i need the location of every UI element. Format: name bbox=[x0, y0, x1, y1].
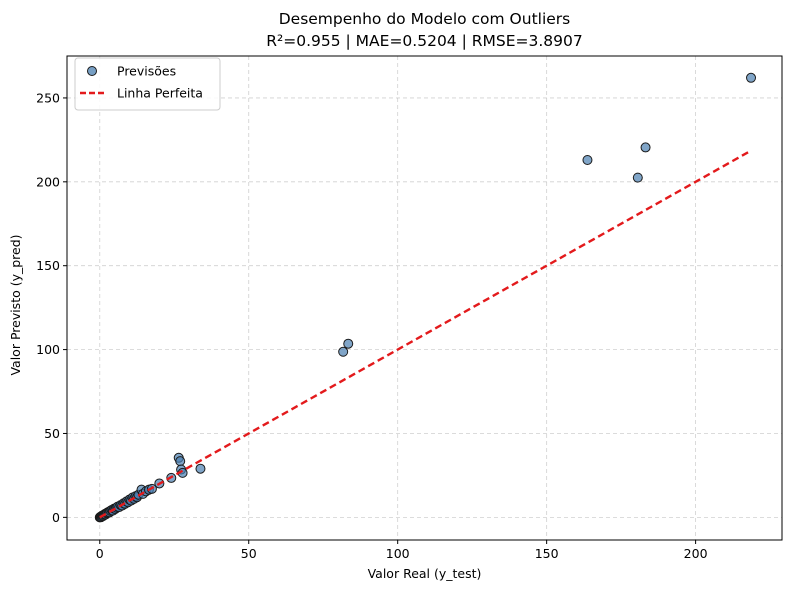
x-tick-label: 100 bbox=[386, 546, 410, 561]
x-tick-label: 0 bbox=[96, 546, 104, 561]
y-tick-label: 150 bbox=[36, 258, 60, 273]
perfect-line-series bbox=[99, 149, 752, 519]
legend-box bbox=[74, 57, 221, 111]
data-point bbox=[582, 155, 593, 166]
y-axis-label: Valor Previsto (y_pred) bbox=[8, 234, 23, 375]
plot-frame bbox=[66, 55, 783, 541]
chart-title: Desempenho do Modelo com Outliers bbox=[279, 10, 571, 28]
grid bbox=[67, 56, 782, 540]
data-point bbox=[175, 456, 186, 467]
legend-label-predictions: Previsões bbox=[117, 64, 176, 79]
x-tick-label: 50 bbox=[241, 546, 257, 561]
y-tick-label: 200 bbox=[36, 174, 60, 189]
chart-subtitle: R²=0.955 | MAE=0.5204 | RMSE=3.8907 bbox=[266, 32, 583, 50]
perfect-line bbox=[99, 149, 752, 519]
y-tick-label: 0 bbox=[52, 510, 60, 525]
data-point bbox=[640, 142, 651, 153]
y-tick-label: 50 bbox=[44, 426, 60, 441]
y-tick-label: 100 bbox=[36, 342, 60, 357]
x-axis: 0 50 100 150 200 bbox=[96, 540, 708, 561]
legend-label-perfect-line: Linha Perfeita bbox=[117, 86, 203, 101]
x-tick-label: 150 bbox=[535, 546, 559, 561]
predictions-series bbox=[94, 72, 757, 523]
y-tick-label: 250 bbox=[36, 90, 60, 105]
data-point bbox=[195, 463, 206, 474]
x-axis-label: Valor Real (y_test) bbox=[368, 566, 482, 581]
x-tick-label: 200 bbox=[684, 546, 708, 561]
y-axis: 0 50 100 150 200 250 bbox=[36, 90, 67, 525]
data-point bbox=[338, 346, 349, 357]
legend-marker-predictions bbox=[87, 66, 97, 76]
legend: Previsões Linha Perfeita bbox=[74, 57, 221, 111]
data-point bbox=[746, 72, 757, 83]
data-point bbox=[343, 338, 354, 349]
data-point bbox=[632, 172, 643, 183]
